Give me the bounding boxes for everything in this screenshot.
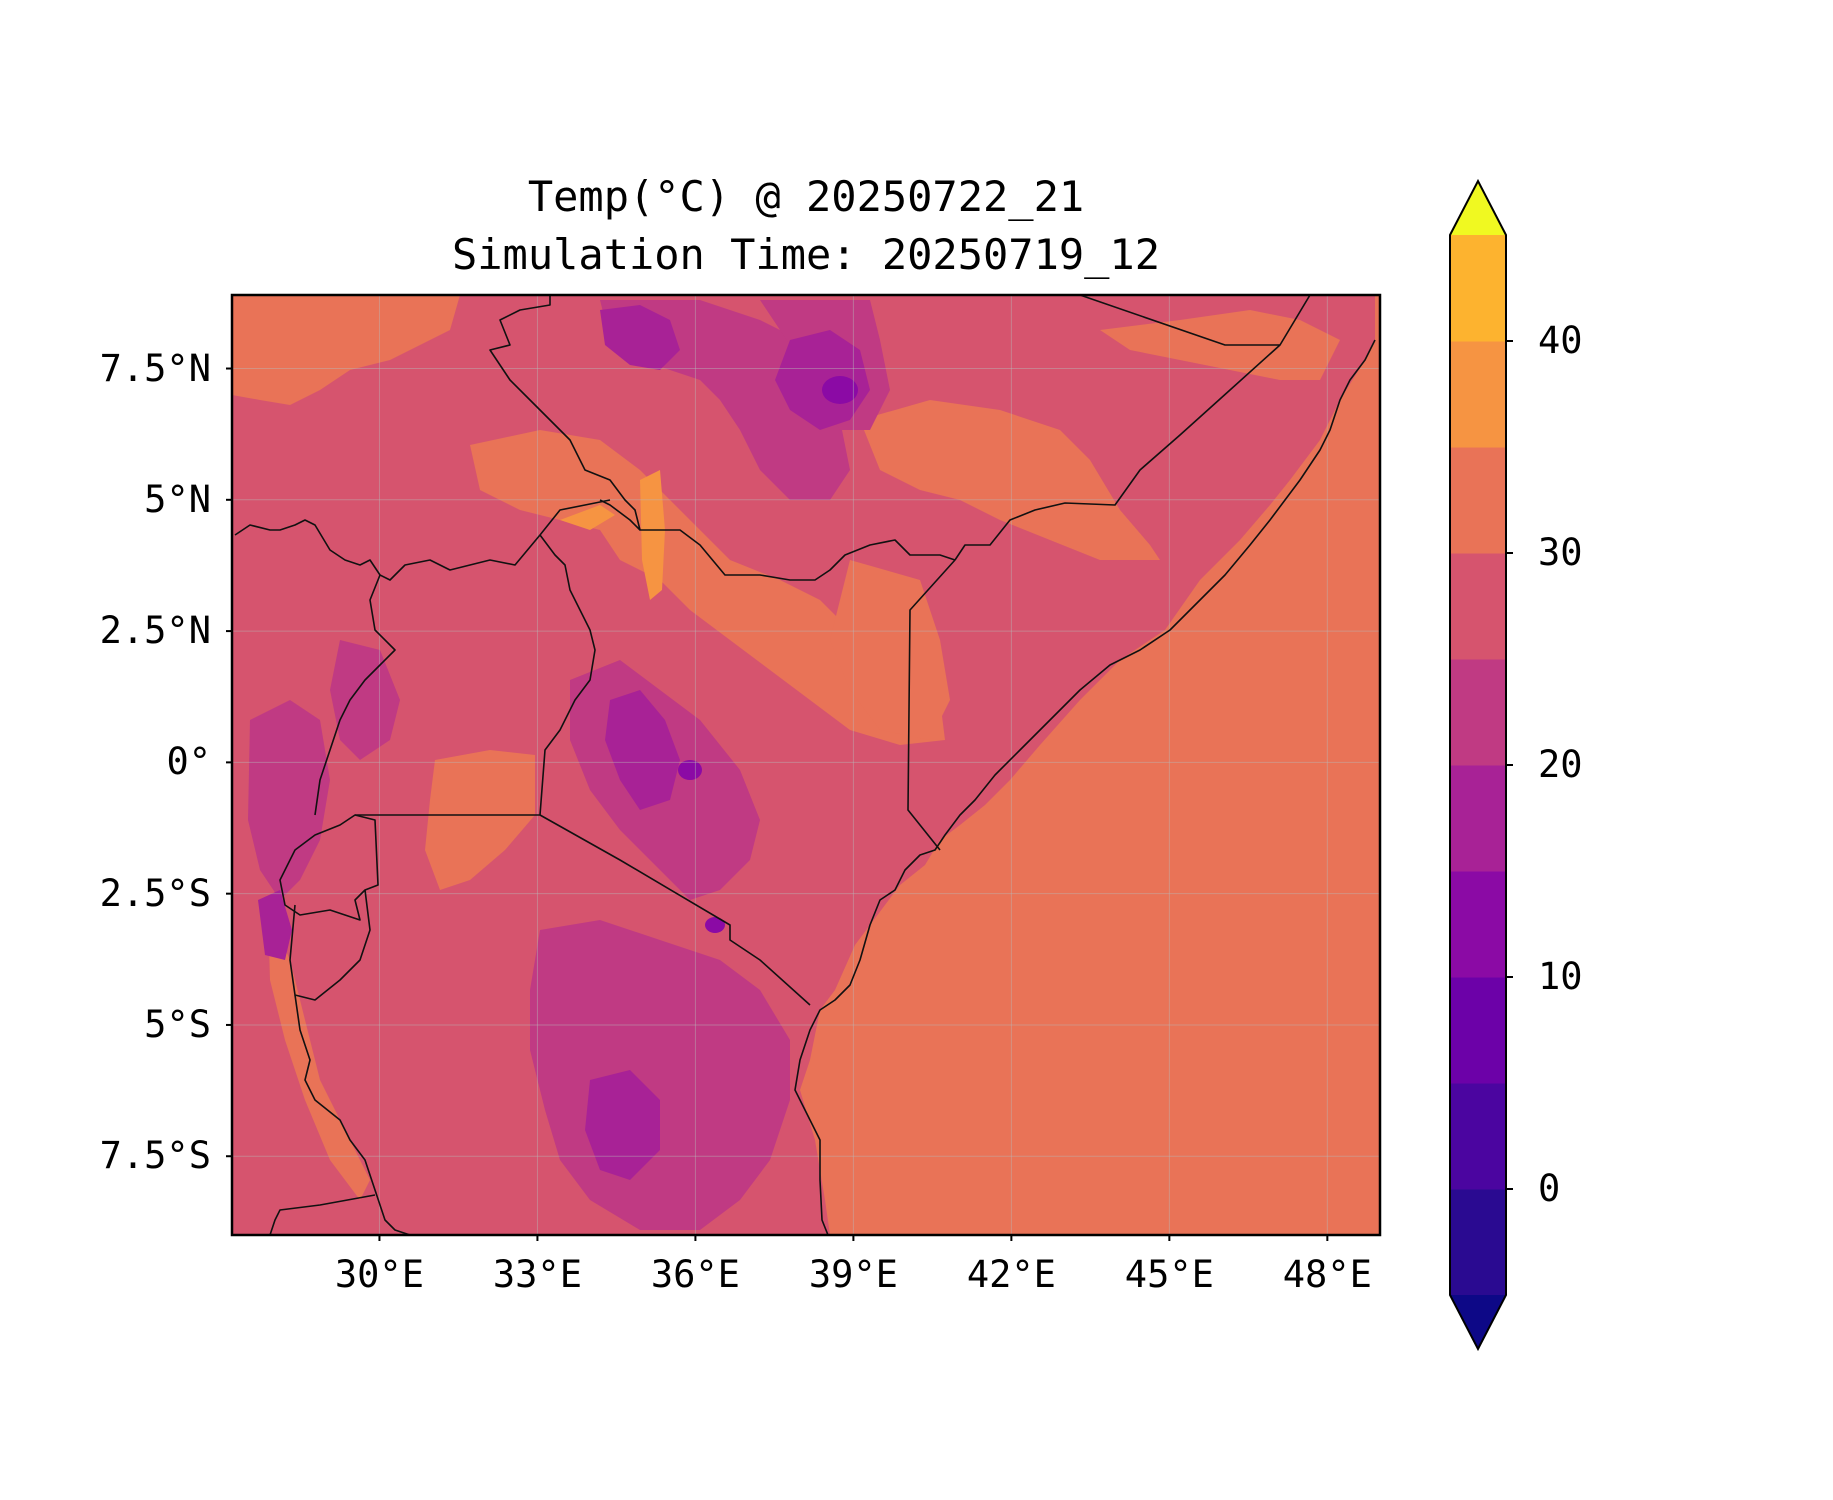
- x-tick-label: 48°E: [1282, 1253, 1372, 1296]
- colorbar-segment: [1450, 341, 1506, 448]
- colorbar-segment: [1450, 765, 1506, 872]
- hot-region-turkana: [640, 470, 665, 600]
- colorbar-tick-label: 20: [1538, 743, 1583, 786]
- y-tick-label: 5°N: [144, 477, 211, 521]
- highland-western-rift: [248, 700, 330, 900]
- colorbar-tick-label: 0: [1538, 1167, 1561, 1210]
- y-tick-label: 2.5°S: [99, 871, 211, 915]
- gridlines: [232, 295, 1380, 1235]
- colorbar-outline: [1449, 178, 1507, 1352]
- colorbar-segment: [1450, 1189, 1506, 1296]
- warm-region-northwest: [232, 295, 460, 405]
- highland-uganda-west: [330, 640, 400, 760]
- border-ethiopia-somaliland: [1079, 295, 1280, 346]
- chart-title: Temp(°C) @ 20250722_21: [527, 172, 1085, 221]
- colorbar-segment: [1450, 447, 1506, 554]
- colorbar-tick-label: 30: [1538, 531, 1583, 574]
- x-tick-label: 33°E: [492, 1253, 582, 1296]
- colorbar-segment: [1450, 871, 1506, 978]
- warm-region-ethiopia-lowland: [860, 400, 1160, 560]
- warm-region-lake-victoria: [425, 750, 535, 890]
- cold-core-rwanda: [258, 890, 292, 960]
- cold-core-ethiopia: [775, 330, 870, 430]
- y-tick-label: 5°S: [144, 1002, 211, 1046]
- border-tanzania-zambia: [269, 1194, 376, 1235]
- border-ethiopia-south-sudan: [489, 295, 641, 531]
- country-borders: [234, 295, 1376, 1235]
- border-ethiopia-kenya: [599, 499, 956, 581]
- axis-tick-marks: [226, 367, 1329, 1241]
- warm-region-somali-plain: [830, 560, 950, 740]
- border-burundi: [289, 889, 371, 1001]
- peak-mount-kenya: [678, 760, 702, 780]
- colorbar-segment: [1450, 235, 1506, 342]
- peak-regions: [678, 376, 858, 933]
- colorbar-segment: [1450, 553, 1506, 660]
- border-uganda-kenya: [539, 534, 596, 816]
- colorbar-extend-max: [1450, 181, 1506, 235]
- warm-regions: [232, 295, 1340, 1200]
- cold-core-tanzania: [585, 1070, 660, 1180]
- border-lake-tanganyika: [294, 994, 411, 1235]
- temperature-field: [232, 295, 1380, 1235]
- coastline: [794, 339, 1376, 1235]
- y-tick-label: 7.5°N: [99, 346, 211, 390]
- colorbar-segment: [1450, 977, 1506, 1084]
- colorbar-tick-label: 10: [1538, 955, 1583, 998]
- colorbar: [1449, 178, 1513, 1352]
- border-kenya-somalia: [907, 559, 956, 851]
- border-ethiopia-somalia: [954, 295, 1311, 561]
- hot-regions: [560, 470, 665, 600]
- warm-region-central-north: [470, 430, 945, 745]
- map-frame: [230, 293, 1382, 1237]
- peak-kilimanjaro: [705, 917, 725, 933]
- x-tick-label: 45°E: [1124, 1253, 1214, 1296]
- colorbar-tick-label: 40: [1538, 319, 1583, 362]
- y-tick-label: 7.5°S: [99, 1134, 211, 1178]
- colorbar-extend-min: [1450, 1295, 1506, 1349]
- y-tick-label: 0°: [166, 740, 211, 784]
- border-kenya-tanzania: [539, 814, 811, 1006]
- warm-region-somalia-north: [1100, 310, 1340, 380]
- chart-subtitle: Simulation Time: 20250719_12: [451, 230, 1160, 279]
- x-tick-label: 30°E: [334, 1253, 424, 1296]
- border-south-sudan-uganda: [234, 499, 611, 581]
- x-tick-label: 42°E: [966, 1253, 1056, 1296]
- y-tick-label: 2.5°N: [99, 609, 211, 653]
- peak-ethiopia: [822, 376, 858, 404]
- cold-core-kenya: [605, 690, 680, 810]
- x-tick-label: 36°E: [650, 1253, 740, 1296]
- cold-cores: [258, 305, 870, 1180]
- border-rwanda-burundi: [279, 814, 379, 921]
- cold-core-ethiopia-west: [600, 305, 680, 370]
- colorbar-segment: [1450, 659, 1506, 766]
- hot-region-sudan-border: [560, 505, 615, 530]
- x-tick-label: 39°E: [808, 1253, 898, 1296]
- colorbar-segment: [1450, 1083, 1506, 1190]
- border-uganda-west: [314, 574, 396, 816]
